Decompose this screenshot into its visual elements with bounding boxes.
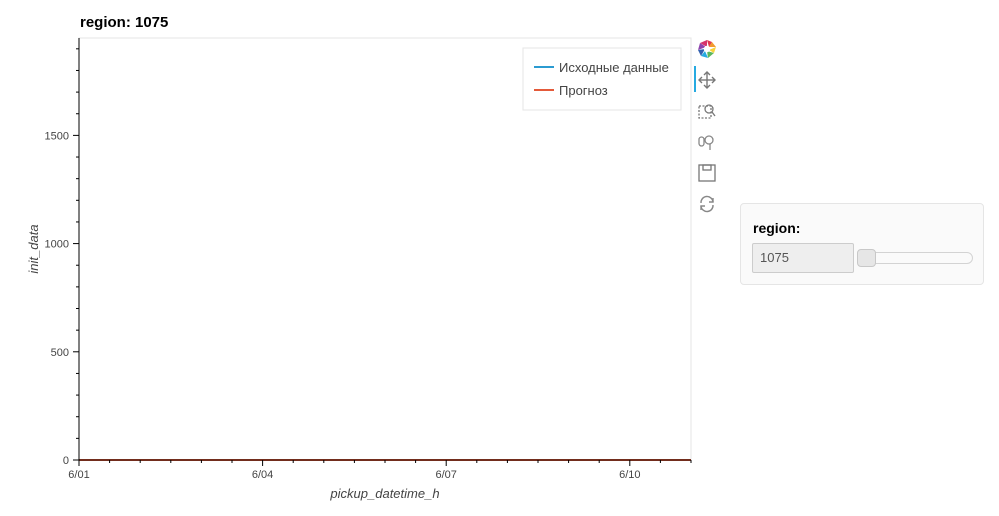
region-slider-handle[interactable] xyxy=(857,249,876,267)
y-tick-label: 500 xyxy=(51,347,69,359)
legend-box xyxy=(522,47,682,111)
x-tick-label: 6/07 xyxy=(435,469,456,481)
x-axis-label: pickup_datetime_h xyxy=(329,486,439,501)
x-tick-label: 6/04 xyxy=(252,469,273,481)
y-axis-label: init_data xyxy=(26,224,41,273)
save-icon[interactable] xyxy=(694,160,720,186)
box-zoom-icon[interactable] xyxy=(694,98,720,124)
region-slider-widget: region: 1075 xyxy=(740,203,984,285)
widget-title: region: xyxy=(753,220,801,236)
active-tool-indicator xyxy=(694,66,696,92)
region-value-input[interactable]: 1075 xyxy=(752,243,854,273)
reset-icon[interactable] xyxy=(694,191,720,217)
plot-title: region: 1075 xyxy=(80,14,169,31)
bokeh-logo-icon[interactable] xyxy=(694,36,720,62)
x-tick-label: 6/01 xyxy=(68,469,89,481)
pan-icon[interactable] xyxy=(694,67,720,93)
x-tick-label: 6/10 xyxy=(619,469,640,481)
y-tick-label: 1000 xyxy=(45,239,69,251)
legend-label: Прогноз xyxy=(559,83,608,98)
chart-toolbar xyxy=(694,36,720,222)
legend-label: Исходные данные xyxy=(559,60,669,75)
wheel-zoom-icon[interactable] xyxy=(694,129,720,155)
y-tick-label: 1500 xyxy=(45,130,69,142)
y-tick-label: 0 xyxy=(63,455,69,467)
